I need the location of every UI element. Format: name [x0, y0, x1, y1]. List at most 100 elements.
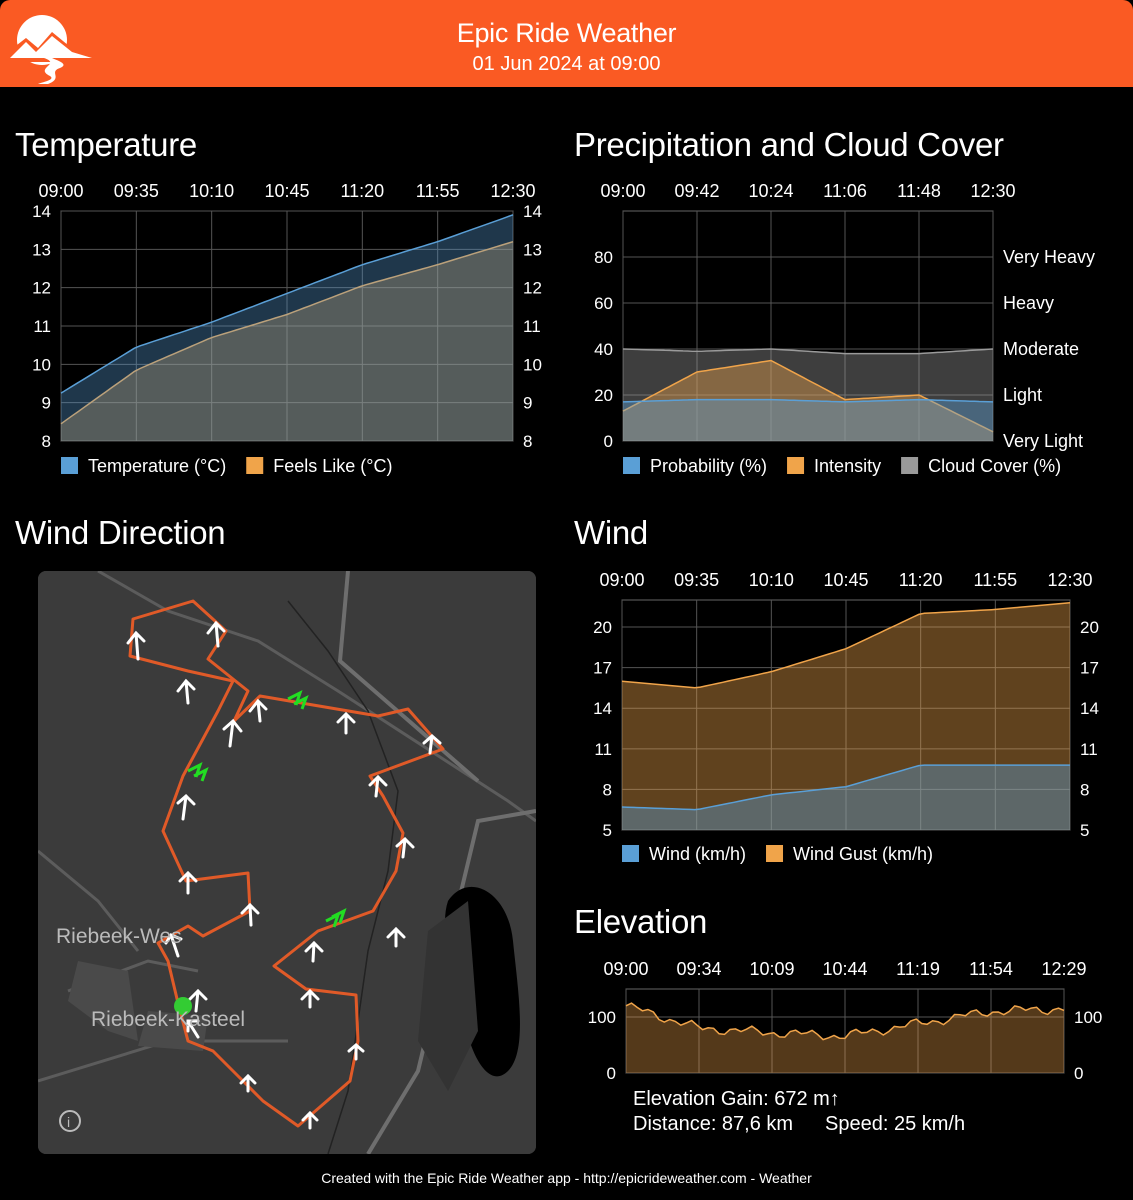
app-logo-icon	[4, 15, 96, 84]
temperature-y-tick: 8	[42, 432, 51, 451]
wind-direction-map[interactable]: Riebeek-Wes Riebeek-Kasteel i	[38, 571, 536, 1154]
temperature-y-tick: 10	[32, 355, 51, 374]
temperature-y-tick: 11	[33, 317, 51, 336]
elevation-area-elevation	[626, 1003, 1064, 1073]
precip-area-probability-	[623, 399, 993, 441]
wind-y-tick-right: 20	[1080, 618, 1099, 637]
precip-legend-label: Probability (%)	[650, 456, 767, 476]
temperature-y-tick-right: 13	[523, 240, 542, 259]
precip-legend-swatch	[623, 457, 640, 474]
wind-legend-label: Wind Gust (km/h)	[793, 844, 933, 864]
elevation-gain: Elevation Gain: 672 m↑	[633, 1088, 840, 1110]
precip-x-tick: 09:42	[674, 181, 719, 201]
precip-line-probability-	[622, 398, 994, 403]
precip-x-tick: 12:30	[970, 181, 1015, 201]
elevation-y-tick-right: 0	[1074, 1064, 1083, 1083]
wind-line-wind-km-h-	[621, 764, 1070, 811]
wind-title: Wind	[574, 514, 648, 551]
temperature-legend-label: Temperature (°C)	[88, 456, 226, 476]
elevation-x-tick: 09:00	[603, 959, 648, 979]
precip-x-tick: 09:00	[600, 181, 645, 201]
elevation-title: Elevation	[574, 903, 708, 940]
wind-legend-swatch	[766, 845, 784, 862]
wind-legend-label: Wind (km/h)	[649, 844, 746, 864]
distance: Distance: 87,6 km	[633, 1113, 794, 1135]
elevation-y-tick: 0	[607, 1064, 616, 1083]
temperature-x-tick: 09:00	[38, 181, 83, 201]
wind-x-tick: 09:00	[599, 570, 644, 590]
speed: Speed: 25 km/h	[825, 1113, 966, 1135]
svg-text:i: i	[67, 1114, 70, 1130]
temperature-x-tick: 10:45	[264, 181, 309, 201]
elevation-y-tick: 100	[588, 1008, 616, 1027]
precip-intensity-label: Very Heavy	[1003, 247, 1095, 267]
precip-title: Precipitation and Cloud Cover	[574, 126, 1004, 163]
precip-intensity-label: Very Light	[1003, 431, 1083, 451]
wind-y-tick-right: 5	[1080, 821, 1089, 840]
temperature-line-feels-like-c-	[60, 240, 514, 425]
precip-y-tick: 20	[594, 386, 613, 405]
info-icon[interactable]: i	[59, 1110, 81, 1132]
temperature-y-tick-right: 14	[523, 202, 542, 221]
wind-line-wind-gust-km-h-	[621, 601, 1071, 689]
elevation-line-elevation	[625, 1002, 1065, 1041]
temperature-x-tick: 12:30	[490, 181, 535, 201]
precip-y-tick: 60	[594, 294, 613, 313]
elevation-x-tick: 09:34	[676, 959, 721, 979]
elevation-y-tick-right: 100	[1074, 1008, 1102, 1027]
wind-area-wind-gust-km-h-	[622, 602, 1070, 830]
elevation-x-tick: 10:44	[822, 959, 867, 979]
temperature-line-temperature-c-	[60, 214, 514, 394]
wind-y-tick: 17	[593, 659, 612, 678]
app-title: Epic Ride Weather	[456, 18, 677, 48]
wind-y-tick-right: 11	[1080, 740, 1098, 759]
wind-y-tick-right: 8	[1080, 780, 1089, 799]
precip-legend-label: Cloud Cover (%)	[928, 456, 1061, 476]
temperature-x-tick: 09:35	[114, 181, 159, 201]
temperature-x-tick: 11:20	[340, 181, 384, 201]
temperature-y-tick: 13	[32, 240, 51, 259]
precip-line-intensity	[622, 359, 994, 433]
wind-y-tick: 20	[593, 618, 612, 637]
wind-y-tick: 5	[603, 821, 612, 840]
app-header: Epic Ride Weather 01 Jun 2024 at 09:00	[0, 0, 1133, 87]
precip-intensity-label: Moderate	[1003, 339, 1079, 359]
map-canvas: Riebeek-Wes Riebeek-Kasteel i	[38, 571, 536, 1154]
temperature-y-tick-right: 12	[523, 279, 542, 298]
wind-y-tick: 8	[603, 780, 612, 799]
wind-area-wind-km-h-	[622, 765, 1070, 830]
ride-datetime: 01 Jun 2024 at 09:00	[472, 53, 661, 75]
wind-y-tick: 11	[594, 740, 612, 759]
precip-plot-area	[622, 210, 994, 442]
temperature-y-tick-right: 10	[523, 355, 542, 374]
map-label-riebeek-kasteel: Riebeek-Kasteel	[91, 1008, 245, 1031]
elevation-x-tick: 10:09	[749, 959, 794, 979]
elevation-x-tick: 12:29	[1041, 959, 1086, 979]
wind-legend-swatch	[622, 845, 639, 862]
temperature-area-feels-like-c-	[61, 241, 513, 441]
wind-plot-area	[621, 599, 1071, 831]
precip-y-tick: 40	[594, 340, 613, 359]
wind-x-tick: 10:45	[823, 570, 868, 590]
precip-legend-swatch	[787, 457, 805, 474]
precip-intensity-label: Light	[1003, 385, 1042, 405]
wind-y-tick: 14	[593, 699, 612, 718]
wind-chevron-icon	[187, 690, 347, 928]
temperature-area-temperature-c-	[61, 214, 513, 441]
map-label-riebeek-wes: Riebeek-Wes	[56, 925, 182, 948]
temperature-x-tick: 10:10	[189, 181, 234, 201]
precip-intensity-label: Heavy	[1003, 293, 1054, 313]
temperature-y-tick: 9	[42, 394, 51, 413]
wind-y-tick-right: 17	[1080, 659, 1099, 678]
precip-line-cloud-cover-	[622, 348, 994, 355]
elevation-plot-area	[625, 988, 1065, 1074]
precip-legend-label: Intensity	[814, 456, 881, 476]
wind-y-tick-right: 14	[1080, 699, 1099, 718]
precip-area-intensity	[623, 360, 993, 441]
footer-credit: Created with the Epic Ride Weather app -…	[321, 1170, 812, 1186]
precip-legend-swatch	[901, 457, 919, 474]
elevation-x-tick: 11:19	[896, 959, 940, 979]
temperature-y-tick-right: 11	[523, 317, 541, 336]
wind-x-tick: 10:10	[749, 570, 794, 590]
wind-x-tick: 12:30	[1047, 570, 1092, 590]
